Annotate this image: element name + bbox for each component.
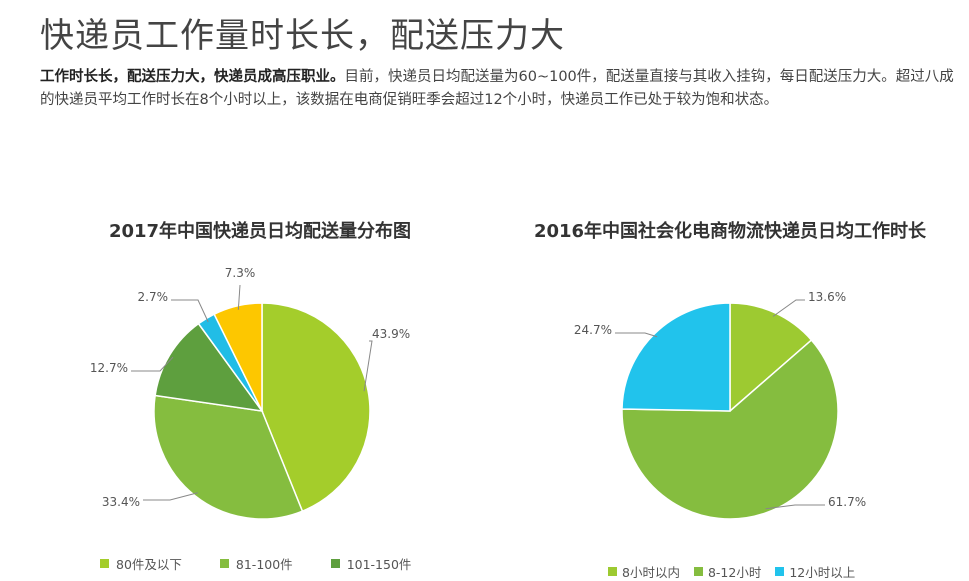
chart2-leader-line [772,299,805,317]
chart2-slice-1 [729,302,813,413]
chart2-data-label: 13.6% [808,290,846,304]
legend2-item: 8-12小时 [693,562,762,581]
chart1-data-label: 12.7% [90,361,128,375]
legend2-label: 8-12小时 [707,565,762,580]
chart2-slice-2 [621,339,839,520]
chart1-leader-line [363,340,373,392]
chart2-data-label: 24.7% [574,323,612,337]
legend2-swatch [608,567,617,576]
chart1-slice-1 [261,302,371,513]
chart1-title: 2017年中国快递员日均配送量分布图 [108,221,412,242]
chart2-title: 2016年中国社会化电商物流快递员日均工作时长 [533,221,927,242]
legend1-label: 101-150件 [346,557,412,572]
chart1-leader-line [143,492,198,501]
chart2-legend: 8小时以内 8-12小时 12小时以上 [608,562,855,581]
chart2-slice-3 [621,302,731,412]
legend2-swatch [693,567,703,576]
legend2-label: 12小时以上 [789,565,856,580]
legend2-item: 12小时以上 [775,562,855,581]
page-title: 快递员工作量时长长，配送压力大 [40,16,565,56]
legend1-label: 81-100件 [235,557,293,572]
chart1-leader-line [237,284,241,310]
chart2-data-label: 61.7% [828,495,866,509]
chart2-leader-line [765,504,825,510]
chart1-data-label: 43.9% [372,327,410,341]
chart1-leader-line [171,299,209,323]
legend2-swatch [775,567,785,576]
chart1-data-label: 33.4% [102,495,140,509]
intro-text: 目前，快递员日均配送量为60~100件，配送量直接与其收入挂钩，每日配送压力大。… [40,69,954,108]
legend1-item: 80件及以下 [100,554,182,573]
legend1-swatch [100,559,109,568]
intro-bold: 工作时长长，配送压力大，快递员成高压职业。 [40,69,345,85]
legend1-label: 80件及以下 [116,557,182,572]
legend2-item: 8小时以内 [608,562,680,581]
legend1-swatch [219,559,229,568]
chart1-slice-5 [213,302,263,412]
chart1-data-label: 7.3% [225,266,256,280]
legend1-item: 101-150件 [330,554,412,573]
legend1-item: 81-100件 [219,554,293,573]
chart2-leader-line [615,332,658,338]
chart1-leader-line [131,356,174,372]
chart1-slice-3 [154,322,264,412]
legend2-label: 8小时以内 [622,565,680,580]
chart1-legend: 80件及以下 81-100件 101-150件 [100,554,411,573]
intro-paragraph: 工作时长长，配送压力大，快递员成高压职业。目前，快递员日均配送量为60~100件… [40,66,955,112]
legend1-swatch [330,559,340,568]
chart1-slice-2 [153,394,304,520]
chart1-data-label: 2.7% [138,290,169,304]
